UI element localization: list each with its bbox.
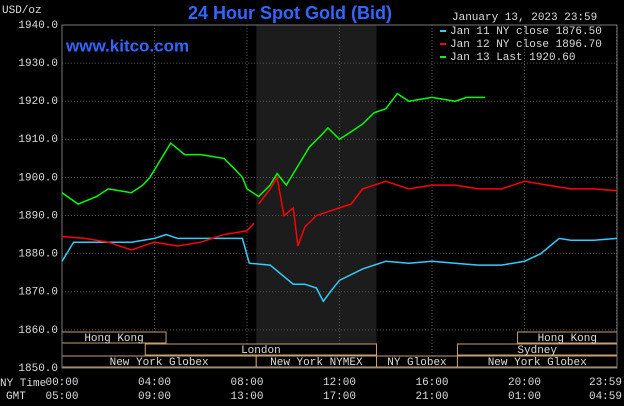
legend-label: Jan 12 NY close 1896.70 bbox=[450, 39, 602, 51]
session-label: New York NYMEX bbox=[270, 357, 363, 369]
x-tick-label: 12:00 bbox=[323, 377, 356, 389]
session-label: London bbox=[241, 345, 281, 357]
session-label: Hong Kong bbox=[84, 333, 143, 345]
series-line bbox=[61, 175, 618, 251]
x2-tick-label: 17:00 bbox=[323, 391, 356, 403]
y-tick-label: 1920.0 bbox=[18, 96, 58, 108]
x-tick-label: 23:59 bbox=[589, 377, 622, 389]
x-axis-label: NY Time bbox=[0, 378, 46, 390]
legend-label: Jan 13 Last 1920.60 bbox=[450, 52, 575, 64]
y-tick-label: 1900.0 bbox=[18, 172, 58, 184]
x-tick-label: 00:00 bbox=[45, 377, 78, 389]
y-tick-label: 1890.0 bbox=[18, 210, 58, 222]
chart-title: 24 Hour Spot Gold (Bid) bbox=[188, 3, 392, 23]
y-tick-label: 1860.0 bbox=[18, 325, 58, 337]
legend-label: Jan 11 NY close 1876.50 bbox=[450, 26, 602, 38]
x-tick-label: 16:00 bbox=[415, 377, 448, 389]
y-tick-label: 1880.0 bbox=[18, 249, 58, 261]
x2-tick-label: 13:00 bbox=[230, 391, 263, 403]
highlight-region bbox=[256, 25, 377, 368]
x2-tick-label: 01:00 bbox=[508, 391, 541, 403]
session-label: NY Globex bbox=[387, 357, 447, 369]
x2-tick-label: 05:00 bbox=[45, 391, 78, 403]
x2-axis-label: GMT bbox=[6, 391, 26, 403]
session-label: New York Globex bbox=[488, 357, 587, 369]
x-tick-label: 20:00 bbox=[508, 377, 541, 389]
y-tick-label: 1930.0 bbox=[18, 58, 58, 70]
y-tick-label: 1870.0 bbox=[18, 287, 58, 299]
x-tick-label: 04:00 bbox=[138, 377, 171, 389]
series-line bbox=[61, 92, 486, 205]
series-line bbox=[61, 233, 618, 303]
plot-border bbox=[61, 24, 618, 369]
y-tick-label: 1910.0 bbox=[18, 134, 58, 146]
chart-subtitle: January 13, 2023 23:59 bbox=[452, 12, 597, 24]
y-tick-label: 1940.0 bbox=[18, 20, 58, 32]
x2-tick-label: 04:59 bbox=[589, 391, 622, 403]
y-tick-label: 1850.0 bbox=[18, 363, 58, 375]
x-tick-label: 08:00 bbox=[230, 377, 263, 389]
x2-tick-label: 21:00 bbox=[415, 391, 448, 403]
x2-tick-label: 09:00 bbox=[138, 391, 171, 403]
session-label: Sydney bbox=[517, 345, 557, 357]
session-label: New York Globex bbox=[110, 357, 209, 369]
session-box bbox=[144, 343, 377, 356]
y-axis-label: USD/oz bbox=[2, 5, 42, 17]
session-label: Hong Kong bbox=[538, 333, 597, 345]
watermark: www.kitco.com bbox=[65, 36, 189, 55]
